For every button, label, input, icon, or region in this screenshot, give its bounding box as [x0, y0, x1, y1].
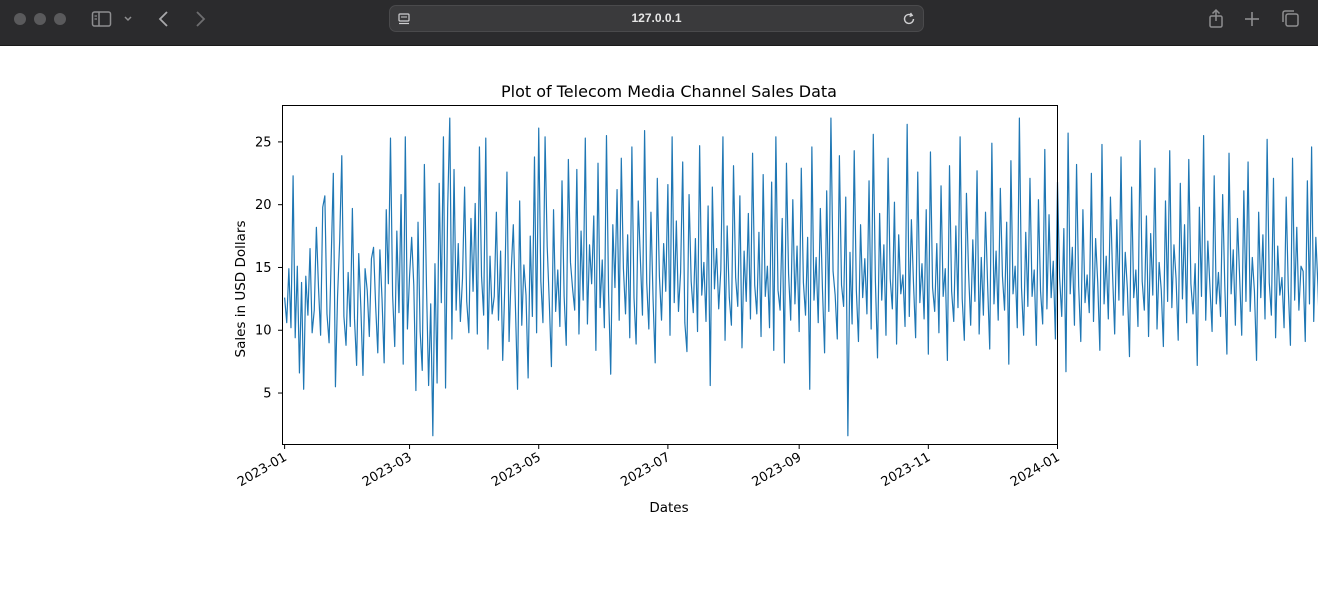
- window-close-dot[interactable]: [14, 13, 26, 25]
- y-tick-label: 10: [255, 324, 272, 339]
- browser-toolbar: 127.0.0.1: [0, 0, 1318, 46]
- y-tick-label: 5: [263, 387, 271, 402]
- new-tab-plus-icon[interactable]: [1240, 8, 1264, 30]
- back-arrow-icon[interactable]: [152, 8, 176, 30]
- share-icon[interactable]: [1204, 8, 1228, 30]
- chart-title: Plot of Telecom Media Channel Sales Data: [501, 82, 837, 101]
- x-axis-label: Dates: [649, 500, 688, 516]
- y-tick-label: 20: [255, 198, 272, 213]
- x-tick-label: 2023-01: [235, 450, 290, 490]
- x-tick-label: 2023-05: [489, 450, 544, 490]
- sales-line-chart: Plot of Telecom Media Channel Sales Data…: [233, 82, 1318, 516]
- chart-area: Plot of Telecom Media Channel Sales Data…: [0, 46, 1318, 608]
- tab-overview-icon[interactable]: [1279, 8, 1303, 30]
- y-tick-label: 25: [255, 135, 272, 150]
- window-zoom-dot[interactable]: [54, 13, 66, 25]
- x-tick-label: 2023-07: [618, 450, 673, 490]
- y-axis-label: Sales in USD Dollars: [233, 221, 249, 358]
- y-tick-label: 15: [255, 261, 272, 276]
- reload-icon[interactable]: [901, 11, 917, 27]
- plot-frame: [282, 105, 1058, 445]
- window-minimize-dot[interactable]: [34, 13, 46, 25]
- sidebar-icon[interactable]: [90, 8, 114, 30]
- page-settings-icon[interactable]: [396, 11, 412, 27]
- address-text[interactable]: 127.0.0.1: [631, 11, 682, 25]
- forward-arrow-icon[interactable]: [188, 8, 212, 30]
- x-tick-label: 2023-11: [879, 450, 934, 490]
- x-tick-label: 2024-01: [1008, 450, 1063, 490]
- x-tick-label: 2023-09: [750, 450, 805, 490]
- chevron-down-icon[interactable]: [120, 8, 136, 30]
- x-tick-label: 2023-03: [360, 450, 415, 490]
- series-line-0: [284, 117, 1318, 437]
- address-bar[interactable]: 127.0.0.1: [389, 5, 924, 32]
